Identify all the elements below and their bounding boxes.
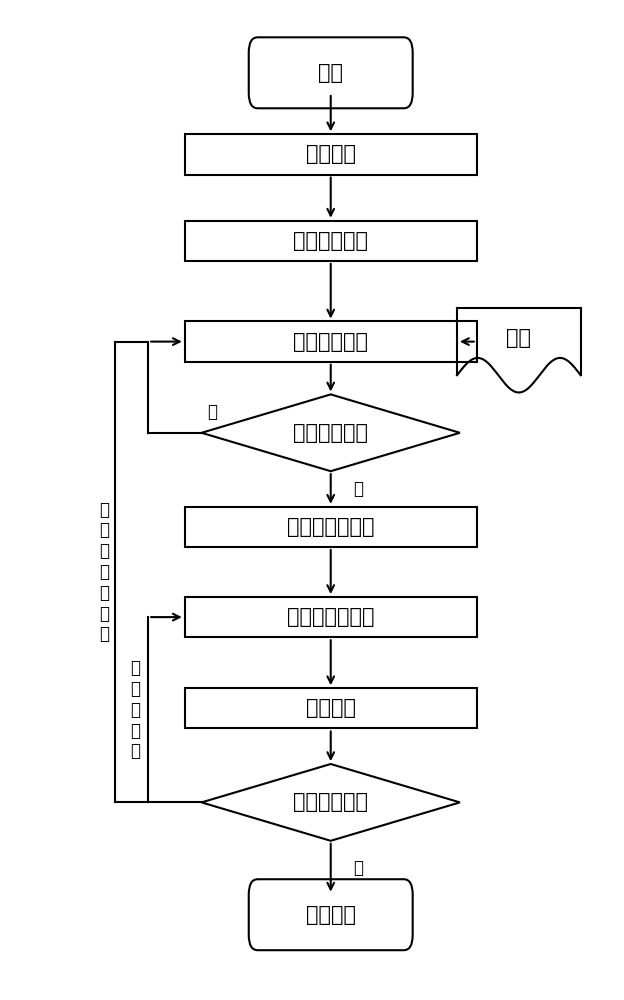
Text: 是否满足要求: 是否满足要求 <box>293 423 368 443</box>
Bar <box>185 597 477 637</box>
Text: 设计温度区间: 设计温度区间 <box>293 231 368 251</box>
Bar <box>185 134 477 175</box>
Text: 是: 是 <box>353 480 363 498</box>
Text: 曲
线
设
计
不
合
格: 曲 线 设 计 不 合 格 <box>99 501 109 643</box>
Text: 结束作图: 结束作图 <box>306 905 356 925</box>
FancyBboxPatch shape <box>249 37 412 108</box>
Polygon shape <box>202 394 460 471</box>
Text: 是: 是 <box>353 859 363 877</box>
FancyBboxPatch shape <box>249 879 412 950</box>
Text: 转化成坐标曲线: 转化成坐标曲线 <box>287 517 374 537</box>
Text: 标定坐标纸位置: 标定坐标纸位置 <box>287 607 374 627</box>
Polygon shape <box>202 764 460 841</box>
Bar <box>185 321 477 362</box>
Text: 位
置
不
合
格: 位 置 不 合 格 <box>130 659 140 760</box>
Text: 选取数据: 选取数据 <box>306 144 356 164</box>
Text: 开始: 开始 <box>318 63 343 83</box>
Text: 图纸是否合格: 图纸是否合格 <box>293 792 368 812</box>
Bar <box>185 507 477 547</box>
Bar <box>185 221 477 261</box>
Text: 生成温度曲线: 生成温度曲线 <box>293 332 368 352</box>
Bar <box>185 688 477 728</box>
Text: 存档: 存档 <box>506 328 532 348</box>
Text: 否: 否 <box>207 403 217 421</box>
Text: 绘制曲线: 绘制曲线 <box>306 698 356 718</box>
